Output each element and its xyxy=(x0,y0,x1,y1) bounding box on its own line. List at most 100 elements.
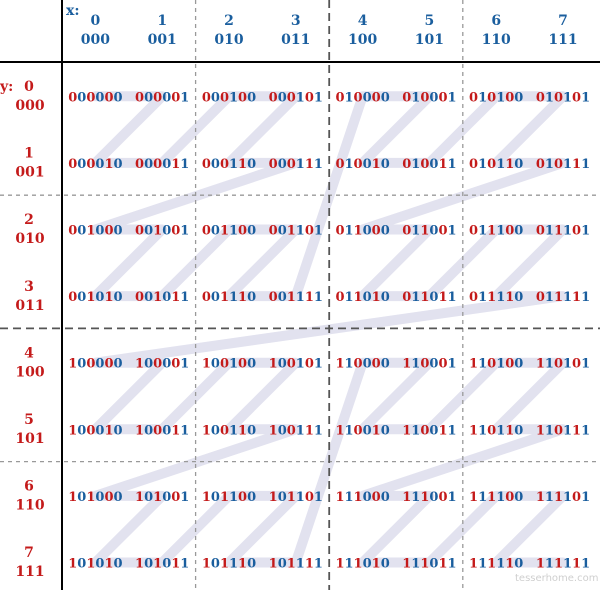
y-bit: 0 xyxy=(269,157,278,172)
y-header-decimal: 3 xyxy=(24,279,34,295)
cell-code: 100000 xyxy=(68,357,122,372)
cell-code: 001000 xyxy=(68,224,122,239)
x-bit: 1 xyxy=(496,290,505,305)
x-bit: 1 xyxy=(478,290,487,305)
y-bit: 1 xyxy=(305,157,314,172)
x-bit: 0 xyxy=(113,290,122,305)
y-bit: 0 xyxy=(335,290,344,305)
y-bit: 0 xyxy=(487,157,496,172)
y-bit: 0 xyxy=(420,90,429,105)
x-bit: 0 xyxy=(363,90,372,105)
cell-code: 101000 xyxy=(68,490,122,505)
cell-code: 010010 xyxy=(335,157,389,172)
y-bit: 1 xyxy=(305,290,314,305)
x-bit: 1 xyxy=(345,157,354,172)
y-bit: 1 xyxy=(536,357,545,372)
cell-code: 110011 xyxy=(402,423,456,438)
y-bit: 1 xyxy=(438,423,447,438)
y-bit: 1 xyxy=(86,290,95,305)
x-bit: 1 xyxy=(345,357,354,372)
cell-code: 010101 xyxy=(536,90,590,105)
x-bit: 0 xyxy=(429,157,438,172)
y-bit: 1 xyxy=(86,557,95,572)
y-bit: 0 xyxy=(305,357,314,372)
watermark: tesserhome.com xyxy=(515,573,598,584)
y-bit: 1 xyxy=(572,290,581,305)
cell-code: 000000 xyxy=(68,90,122,105)
y-bit: 0 xyxy=(238,490,247,505)
cell-code: 001010 xyxy=(68,290,122,305)
y-bit: 1 xyxy=(505,290,514,305)
cell-code: 101100 xyxy=(202,490,256,505)
x-bit: 1 xyxy=(447,224,456,239)
x-bit: 0 xyxy=(514,423,523,438)
y-bit: 1 xyxy=(487,224,496,239)
x-bit: 0 xyxy=(113,423,122,438)
x-bit: 0 xyxy=(363,423,372,438)
x-bit: 0 xyxy=(381,423,390,438)
x-bit: 1 xyxy=(229,490,238,505)
x-bit: 1 xyxy=(447,157,456,172)
y-bit: 0 xyxy=(402,224,411,239)
x-bit: 1 xyxy=(563,224,572,239)
x-bit: 0 xyxy=(363,290,372,305)
x-bit: 1 xyxy=(411,357,420,372)
y-bit: 0 xyxy=(220,90,229,105)
cell-code: 111000 xyxy=(335,490,389,505)
x-bit: 0 xyxy=(77,90,86,105)
x-bit: 1 xyxy=(345,423,354,438)
x-bit: 1 xyxy=(496,423,505,438)
y-bit: 1 xyxy=(420,557,429,572)
cell-code: 111111 xyxy=(536,557,590,572)
x-bit: 1 xyxy=(496,224,505,239)
cell-code: 011010 xyxy=(335,290,389,305)
y-bit: 1 xyxy=(287,557,296,572)
y-bit: 1 xyxy=(335,490,344,505)
x-bit: 0 xyxy=(381,90,390,105)
y-bit: 1 xyxy=(269,423,278,438)
y-header-binary: 101 xyxy=(15,431,44,447)
x-header-decimal: 0 xyxy=(91,13,101,29)
x-bit: 0 xyxy=(113,224,122,239)
cell-code: 000111 xyxy=(269,157,323,172)
y-bit: 1 xyxy=(536,557,545,572)
y-bit: 1 xyxy=(135,557,144,572)
x-bit: 1 xyxy=(180,224,189,239)
x-bit: 1 xyxy=(180,490,189,505)
y-bit: 0 xyxy=(487,357,496,372)
x-bit: 1 xyxy=(314,423,323,438)
y-bit: 1 xyxy=(487,557,496,572)
y-bit: 0 xyxy=(202,290,211,305)
cell-code: 001110 xyxy=(202,290,256,305)
x-bit: 1 xyxy=(411,557,420,572)
y-bit: 0 xyxy=(354,357,363,372)
x-bit: 1 xyxy=(563,557,572,572)
x-bit: 0 xyxy=(247,557,256,572)
y-bit: 1 xyxy=(104,423,113,438)
y-bit: 1 xyxy=(287,224,296,239)
cell-code: 111001 xyxy=(402,490,456,505)
y-bit: 0 xyxy=(305,224,314,239)
y-bit: 1 xyxy=(438,557,447,572)
y-bit: 0 xyxy=(171,90,180,105)
y-bit: 1 xyxy=(86,490,95,505)
y-bit: 1 xyxy=(104,557,113,572)
cell-code: 100010 xyxy=(68,423,122,438)
x-bit: 0 xyxy=(381,490,390,505)
x-bit: 1 xyxy=(296,224,305,239)
x-bit: 1 xyxy=(581,157,590,172)
x-bit: 1 xyxy=(478,90,487,105)
x-bit: 1 xyxy=(180,423,189,438)
x-bit: 0 xyxy=(247,290,256,305)
cell-code: 110110 xyxy=(469,423,523,438)
x-bit: 0 xyxy=(363,157,372,172)
x-bit: 0 xyxy=(144,423,153,438)
y-bit: 1 xyxy=(372,157,381,172)
x-bit: 0 xyxy=(514,557,523,572)
cell-code: 111100 xyxy=(469,490,523,505)
y-bit: 0 xyxy=(220,357,229,372)
x-header-binary: 011 xyxy=(281,32,310,48)
x-bit: 0 xyxy=(278,157,287,172)
x-bit: 1 xyxy=(545,224,554,239)
